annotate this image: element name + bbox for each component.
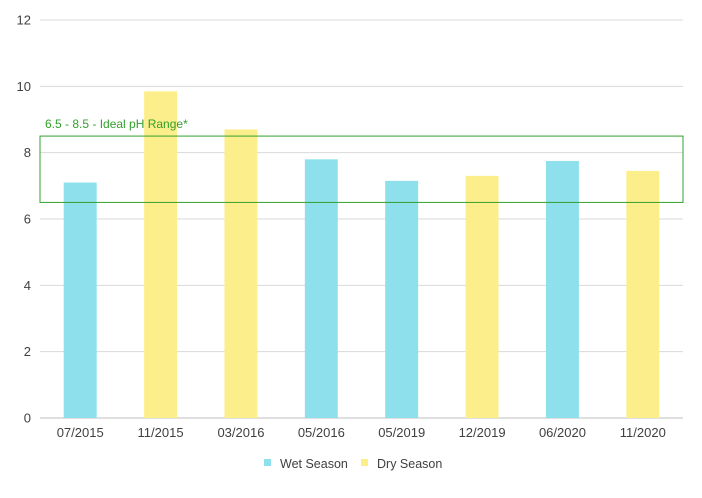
legend: Wet Season Dry Season — [264, 457, 442, 471]
legend-swatch — [264, 459, 271, 466]
bars — [63, 91, 660, 419]
x-tick-label: 12/2019 — [459, 425, 506, 440]
bar-11-2015 — [144, 91, 178, 418]
bar-05-2019 — [385, 180, 419, 418]
x-tick-label: 11/2015 — [138, 425, 184, 440]
x-tick-label: 06/2020 — [539, 425, 586, 440]
y-tick-label: 10 — [17, 79, 31, 94]
bar-06-2020 — [545, 160, 579, 419]
ideal-range-label: 6.5 - 8.5 - Ideal pH Range* — [45, 117, 188, 131]
ideal-ph-range: 6.5 - 8.5 - Ideal pH Range* — [39, 117, 684, 203]
y-tick-label: 0 — [24, 411, 31, 426]
y-axis-tick-labels: 0 2 4 6 8 10 12 — [17, 13, 31, 426]
bar-05-2016 — [304, 159, 338, 419]
gridlines — [40, 19, 683, 419]
legend-label: Dry Season — [377, 457, 442, 471]
y-tick-label: 4 — [24, 278, 31, 293]
x-tick-label: 11/2020 — [620, 425, 666, 440]
x-tick-label: 03/2016 — [217, 425, 264, 440]
legend-label: Wet Season — [280, 457, 348, 471]
bar-12-2019 — [465, 175, 499, 418]
y-tick-label: 2 — [24, 344, 31, 359]
bar-07-2015 — [63, 182, 97, 418]
x-tick-label: 07/2015 — [57, 425, 104, 440]
x-axis-tick-labels: 07/2015 11/2015 03/2016 05/2016 05/2019 12/20… — [57, 425, 666, 440]
y-tick-label: 12 — [17, 13, 31, 28]
y-tick-label: 6 — [24, 212, 31, 227]
bar-11-2020 — [626, 170, 660, 418]
bar-03-2016 — [224, 129, 258, 418]
ideal-range-box — [39, 135, 684, 203]
legend-swatch — [361, 459, 368, 466]
x-tick-label: 05/2019 — [378, 425, 425, 440]
x-tick-label: 05/2016 — [298, 425, 345, 440]
y-tick-label: 8 — [24, 145, 31, 160]
